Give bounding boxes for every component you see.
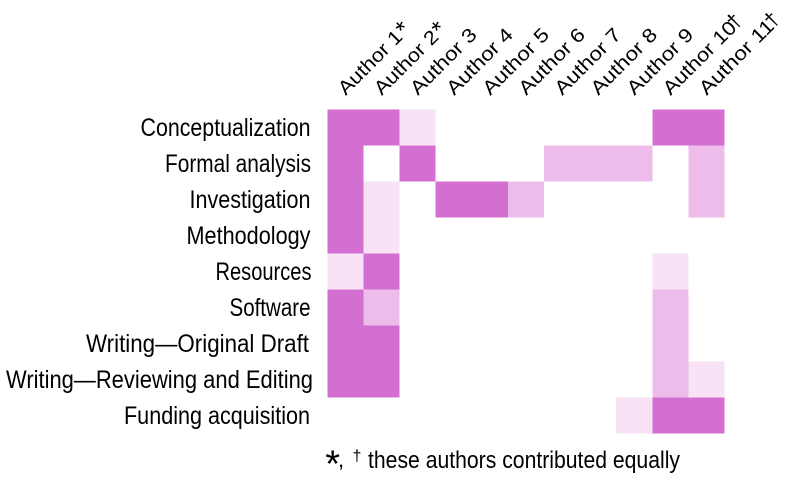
svg-text:*: * [325,444,340,486]
svg-text:†: † [353,448,362,465]
svg-text:Software: Software [230,294,311,322]
svg-text:these authors contributed equa: these authors contributed equally [368,447,680,474]
svg-text:Funding acquisition: Funding acquisition [124,402,310,430]
svg-text:Writing—Reviewing and Editing: Writing—Reviewing and Editing [6,366,313,394]
svg-text:Conceptualization: Conceptualization [141,114,311,142]
svg-text:Investigation: Investigation [190,186,311,214]
svg-text:,: , [338,447,344,472]
svg-text:Methodology: Methodology [187,222,311,250]
svg-text:Resources: Resources [216,258,312,286]
svg-text:Writing—Original Draft: Writing—Original Draft [86,330,309,358]
svg-text:Formal analysis: Formal analysis [165,150,311,178]
